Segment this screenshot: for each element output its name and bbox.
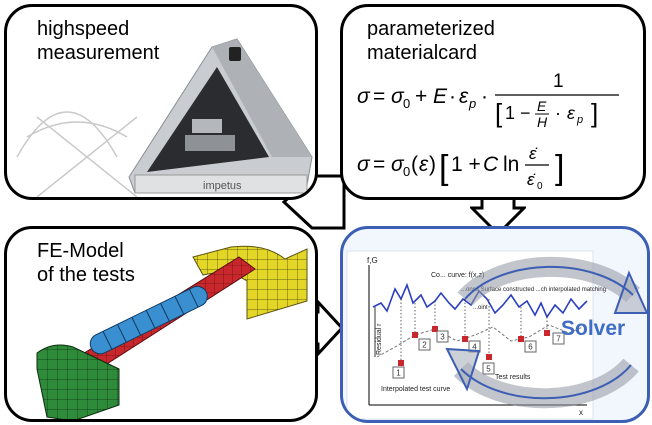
svg-text:p: p <box>576 114 583 126</box>
svg-text:ε̇: ε̇ <box>527 170 535 189</box>
svg-text:]: ] <box>555 149 564 187</box>
svg-text:0: 0 <box>403 96 410 111</box>
svg-text:ε̇: ε̇ <box>529 144 537 163</box>
inset-y-label: f,G <box>367 256 378 265</box>
svg-text:=: = <box>373 153 385 176</box>
point-label-1: 1 <box>396 369 401 378</box>
svg-text:(: ( <box>411 153 418 176</box>
svg-text:ε: ε <box>419 153 429 176</box>
svg-text:[: [ <box>495 98 503 128</box>
solver-illustration: f,G x Residual r <box>343 229 650 423</box>
solver-label: Solver <box>561 317 625 340</box>
svg-text:·: · <box>481 85 488 108</box>
svg-text:=: = <box>373 85 385 108</box>
pendulum-sketch <box>17 112 137 197</box>
point-label-2: 2 <box>422 341 427 350</box>
inset-point-label: ...oint <box>473 305 488 311</box>
svg-text:E: E <box>537 98 547 114</box>
device-brand-label: impetus <box>203 180 242 192</box>
inset-residual-label: Residual r <box>376 323 383 355</box>
inset-interpolated-label: Interpolated test curve <box>381 386 450 393</box>
blue-impactor <box>87 283 211 357</box>
svg-text:p: p <box>468 96 476 111</box>
inset-x-label: x <box>579 408 583 417</box>
inset-results-label: Test results <box>495 374 531 381</box>
point-label-5: 5 <box>486 365 491 374</box>
title-line2: materialcard <box>367 41 495 65</box>
panel-solver: f,G x Residual r <box>340 226 650 423</box>
svg-text:H: H <box>537 114 548 130</box>
svg-text:1 +: 1 + <box>451 153 481 176</box>
fe-model-illustration <box>7 229 318 422</box>
svg-text:[: [ <box>439 149 449 187</box>
svg-text:·: · <box>555 103 561 123</box>
panel-fe-model: FE-Model of the tests <box>4 226 318 422</box>
svg-text:ln: ln <box>503 153 519 176</box>
point-label-6: 6 <box>528 343 533 352</box>
measurement-device-illustration: impetus <box>7 7 318 200</box>
svg-text:·: · <box>449 85 456 108</box>
svg-text:σ: σ <box>357 153 371 176</box>
svg-text:σ: σ <box>357 85 371 108</box>
title-line1: parameterized <box>367 17 495 41</box>
svg-text:0: 0 <box>403 164 410 179</box>
panel-title-materialcard: parameterized materialcard <box>367 17 495 65</box>
svg-text:+: + <box>415 85 427 108</box>
point-label-3: 3 <box>440 333 445 342</box>
panel-highspeed-measurement: highspeed measurement impetus <box>4 4 318 200</box>
svg-text:0: 0 <box>537 181 543 192</box>
svg-text:]: ] <box>591 98 598 128</box>
svg-text:1 −: 1 − <box>505 103 531 123</box>
svg-text:1: 1 <box>553 71 564 92</box>
svg-text:ε: ε <box>459 85 469 108</box>
svg-text:): ) <box>429 153 436 176</box>
svg-text:ε: ε <box>567 103 576 123</box>
svg-text:C: C <box>483 153 499 176</box>
svg-text:E: E <box>433 85 448 108</box>
